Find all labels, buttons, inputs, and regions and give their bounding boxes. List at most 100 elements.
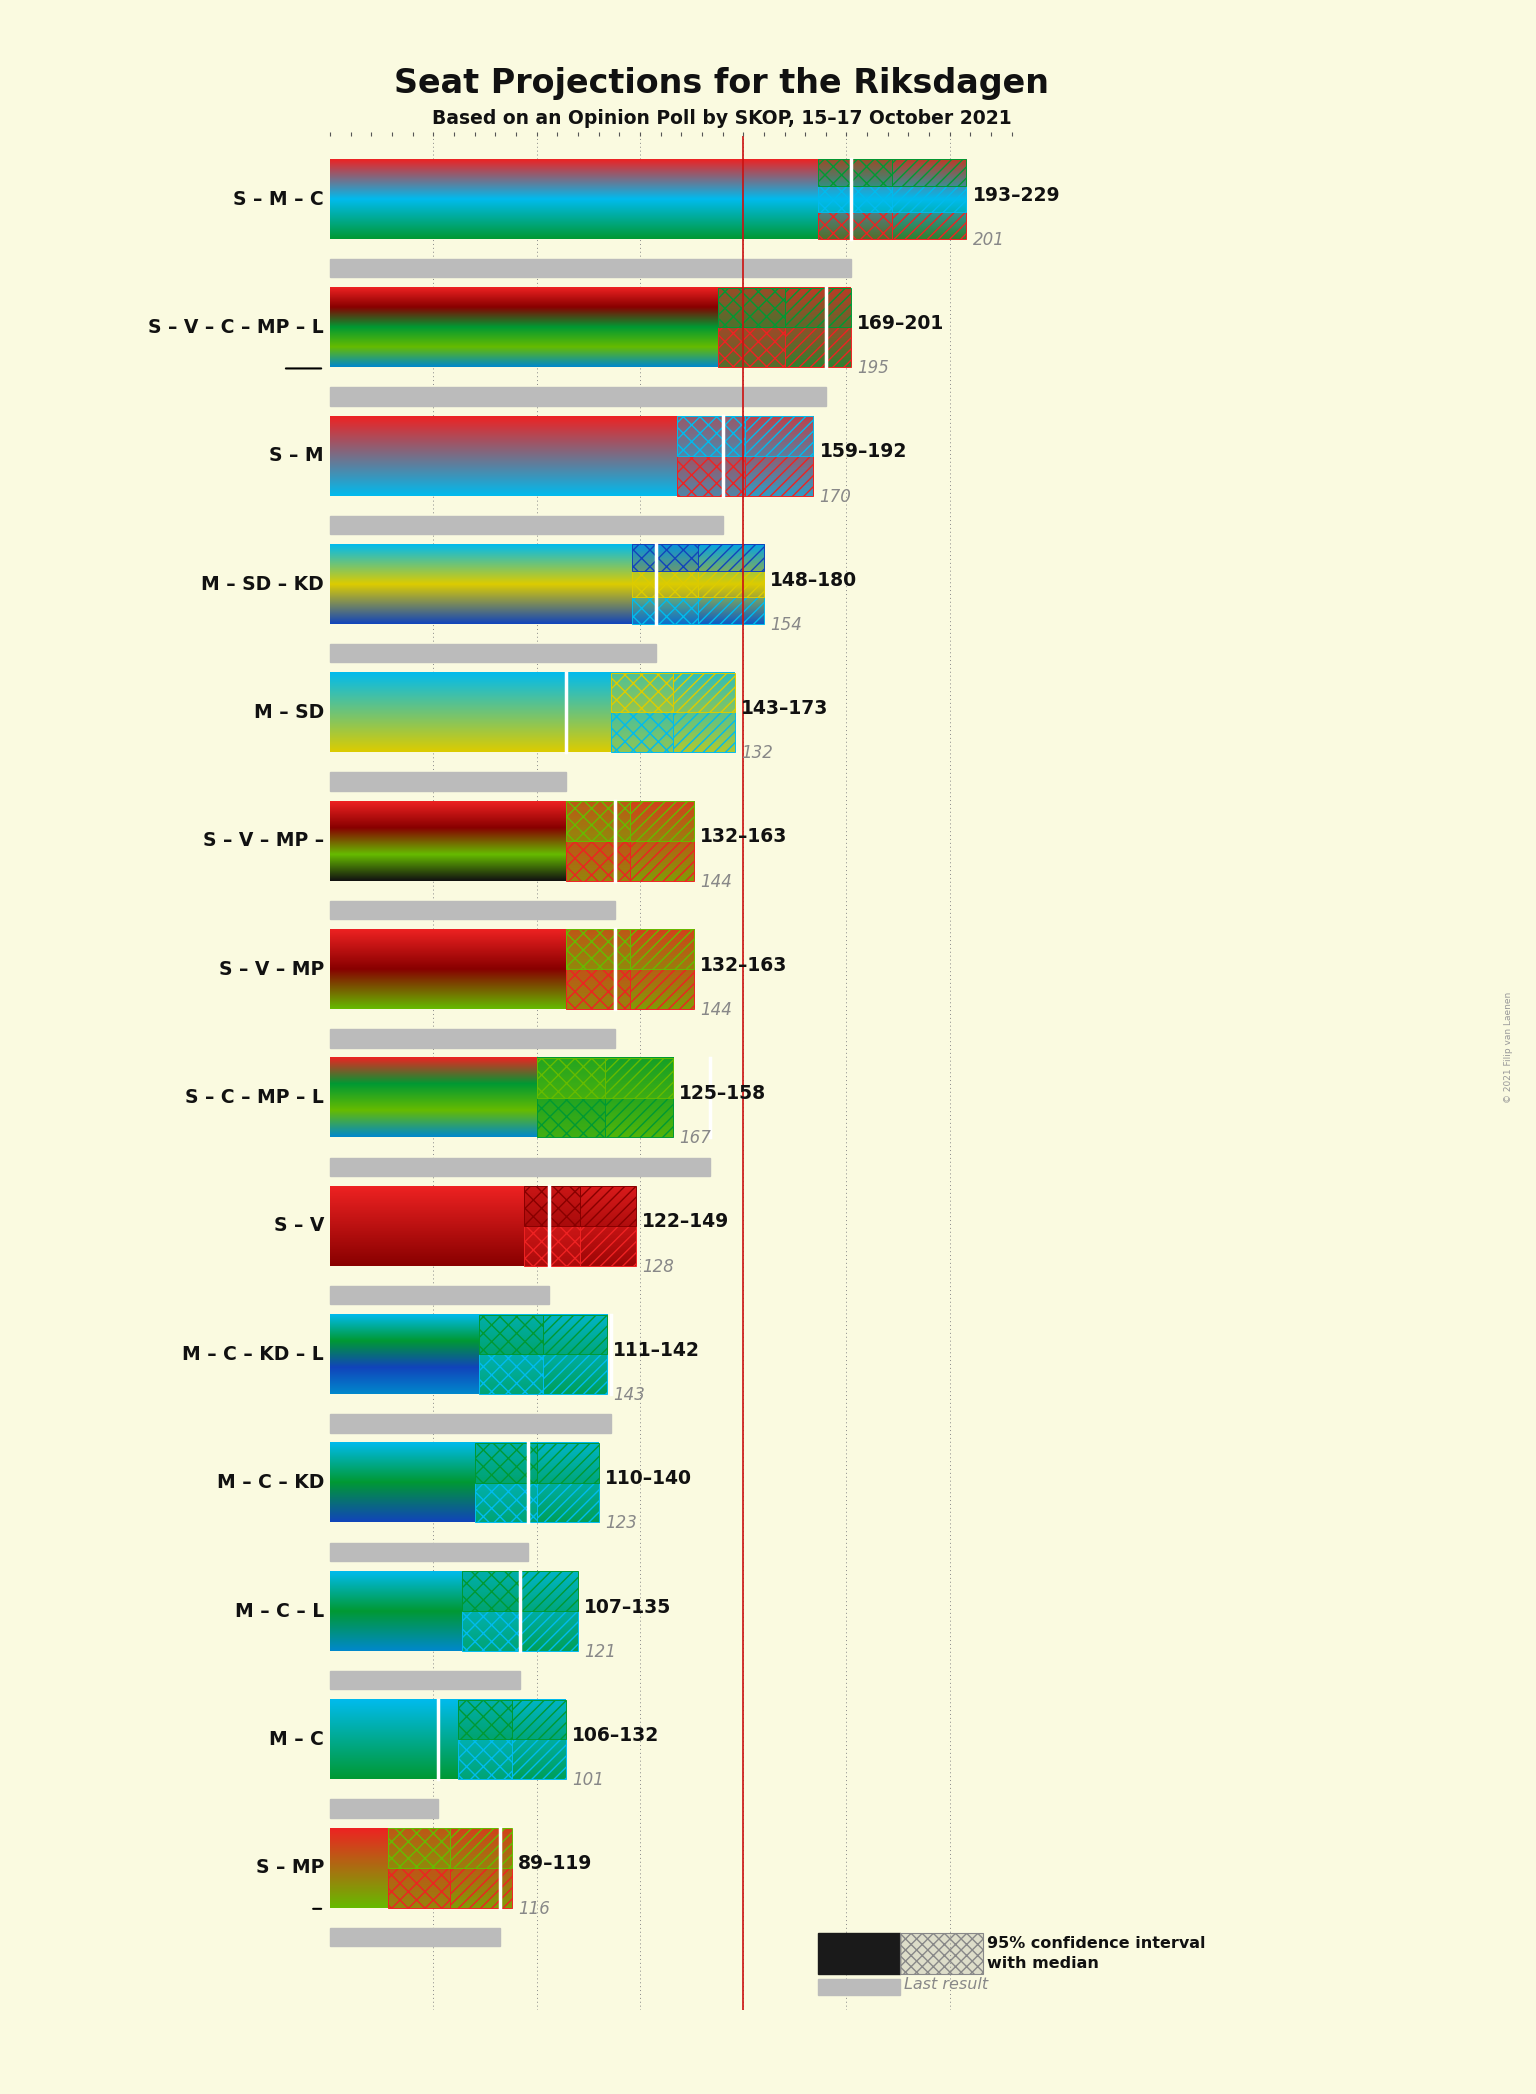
Bar	[479, 1315, 542, 1355]
Bar	[542, 1315, 607, 1355]
Text: 144: 144	[700, 873, 731, 890]
Bar	[536, 1057, 605, 1097]
Text: 95% confidence interval
with median: 95% confidence interval with median	[988, 1937, 1206, 1970]
Bar	[521, 1610, 578, 1650]
Bar	[697, 544, 763, 572]
Bar	[892, 186, 966, 211]
Bar	[458, 1740, 511, 1780]
Bar	[581, 1225, 636, 1265]
Bar	[745, 417, 814, 456]
Bar	[458, 1700, 511, 1740]
Bar	[719, 327, 785, 366]
Bar	[745, 456, 814, 496]
Text: 143–173: 143–173	[742, 699, 828, 718]
Text: 101: 101	[571, 1772, 604, 1788]
Text: 111–142: 111–142	[613, 1340, 700, 1359]
Bar	[631, 544, 697, 572]
Bar	[511, 1740, 565, 1780]
Bar	[536, 1097, 605, 1137]
Bar	[611, 712, 673, 752]
Bar	[389, 1828, 450, 1868]
Bar	[524, 1185, 581, 1225]
Text: 201: 201	[972, 230, 1005, 249]
Bar	[611, 712, 673, 752]
Bar	[450, 1828, 511, 1868]
Bar	[542, 1355, 607, 1395]
Bar	[536, 1097, 605, 1137]
Text: 132–163: 132–163	[700, 955, 788, 974]
Bar	[521, 1610, 578, 1650]
Bar	[719, 327, 785, 366]
Bar	[677, 417, 745, 456]
Text: S – MP: S – MP	[255, 1857, 324, 1876]
Bar	[630, 970, 694, 1009]
Text: M – C – KD: M – C – KD	[217, 1474, 324, 1493]
Bar	[330, 260, 851, 276]
Bar	[745, 417, 814, 456]
Bar	[817, 1979, 900, 1996]
Text: S – V: S – V	[273, 1217, 324, 1235]
Bar	[475, 1483, 536, 1522]
Text: 167: 167	[679, 1129, 711, 1148]
Bar	[389, 1828, 450, 1868]
Bar	[719, 287, 785, 327]
Text: © 2021 Filip van Laenen: © 2021 Filip van Laenen	[1504, 990, 1513, 1104]
Text: S – M: S – M	[269, 446, 324, 465]
Text: 148–180: 148–180	[770, 572, 857, 591]
Text: 143: 143	[613, 1386, 645, 1405]
Bar	[330, 1413, 611, 1432]
Bar	[330, 515, 722, 534]
Bar	[479, 1355, 542, 1395]
Bar	[458, 1740, 511, 1780]
Bar	[565, 970, 630, 1009]
Bar	[677, 456, 745, 496]
Bar	[605, 1097, 673, 1137]
Text: M – C – L: M – C – L	[235, 1602, 324, 1621]
Bar	[745, 456, 814, 496]
Bar	[581, 1225, 636, 1265]
Bar	[524, 1225, 581, 1265]
Bar	[565, 930, 630, 970]
Bar	[697, 572, 763, 597]
Bar	[697, 572, 763, 597]
Bar	[450, 1868, 511, 1908]
Bar	[631, 597, 697, 624]
Bar	[462, 1570, 521, 1610]
Bar	[536, 1483, 599, 1522]
Bar	[330, 1543, 528, 1560]
Bar	[565, 842, 630, 882]
Bar	[511, 1700, 565, 1740]
Text: 195: 195	[857, 360, 889, 377]
Bar	[785, 287, 851, 327]
Bar	[817, 159, 892, 186]
Text: 107–135: 107–135	[584, 1598, 671, 1617]
Bar	[630, 842, 694, 882]
Text: 193–229: 193–229	[972, 186, 1060, 205]
Bar	[630, 802, 694, 842]
Bar	[785, 287, 851, 327]
Bar	[462, 1610, 521, 1650]
Bar	[565, 802, 630, 842]
Text: 110–140: 110–140	[605, 1470, 691, 1489]
Bar	[524, 1185, 581, 1225]
Bar	[330, 645, 656, 662]
Bar	[330, 1286, 548, 1305]
Bar	[475, 1443, 536, 1483]
Bar	[565, 842, 630, 882]
Bar	[673, 712, 734, 752]
Text: M – C: M – C	[269, 1730, 324, 1748]
Bar	[631, 597, 697, 624]
Bar	[462, 1610, 521, 1650]
Text: 125–158: 125–158	[679, 1085, 766, 1104]
Bar	[817, 211, 892, 239]
Bar	[817, 186, 892, 211]
Bar	[511, 1740, 565, 1780]
Text: S – C – MP – L: S – C – MP – L	[186, 1089, 324, 1108]
Bar	[673, 672, 734, 712]
Bar	[450, 1828, 511, 1868]
Bar	[605, 1057, 673, 1097]
Bar	[630, 802, 694, 842]
Text: Last result: Last result	[905, 1977, 989, 1991]
Bar	[521, 1570, 578, 1610]
Bar	[524, 1225, 581, 1265]
